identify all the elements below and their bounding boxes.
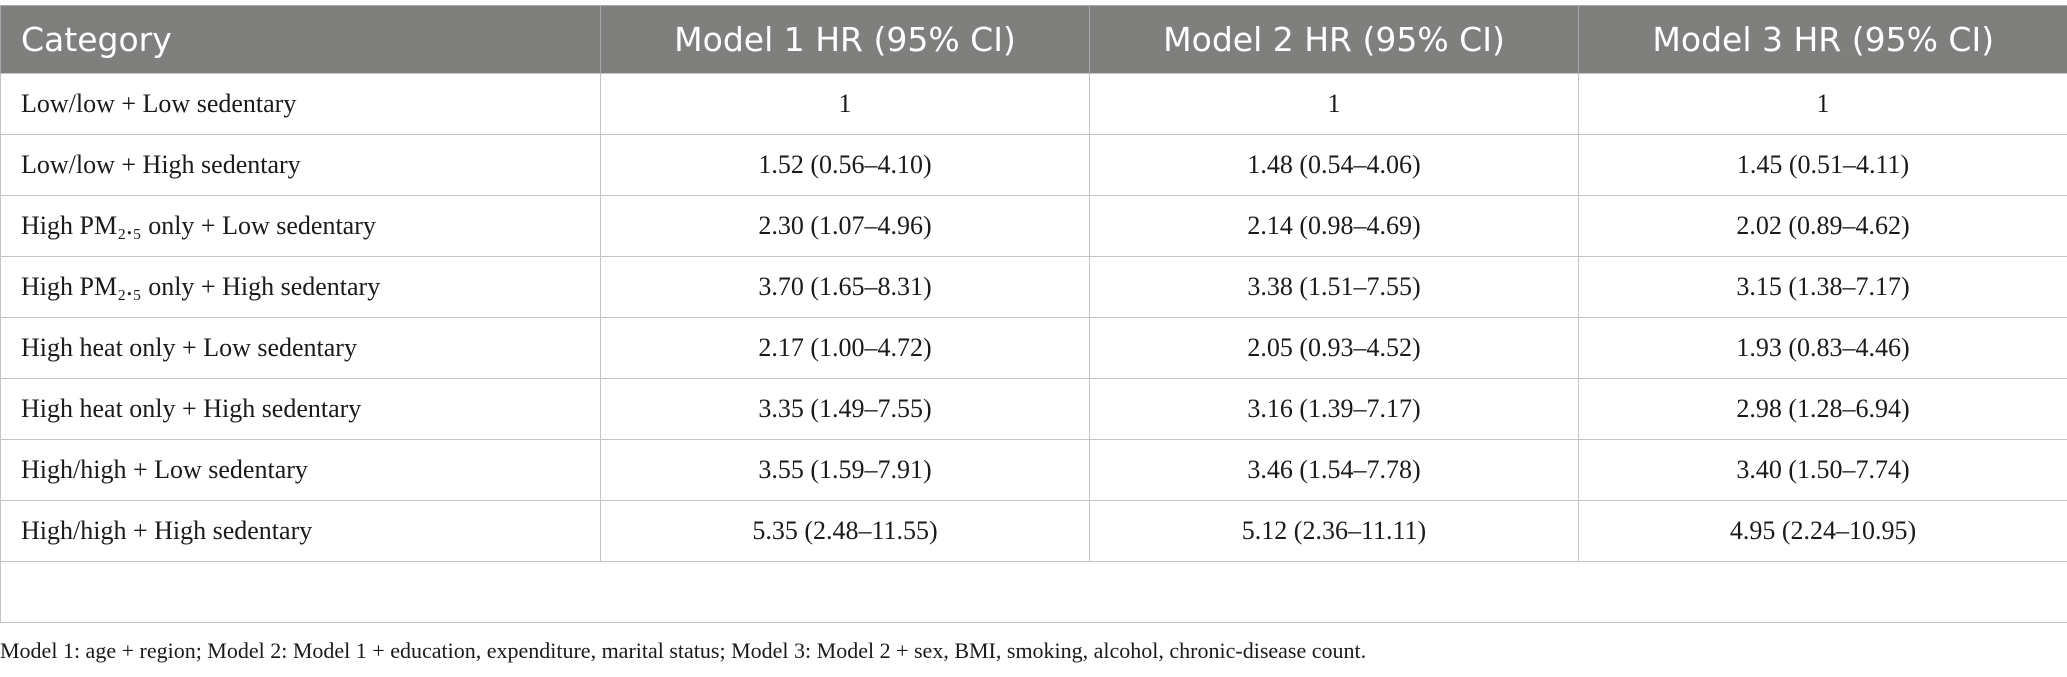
empty-table-row bbox=[0, 561, 2067, 623]
table-footnote: Model 1: age + region; Model 2: Model 1 … bbox=[0, 638, 1367, 663]
table-row: High PM₂.₅ only + High sedentary 3.70 (1… bbox=[0, 256, 2067, 318]
model-1-cell: 5.35 (2.48–11.55) bbox=[600, 500, 1090, 562]
table-row: High/high + Low sedentary 3.55 (1.59–7.9… bbox=[0, 439, 2067, 501]
model-1-cell: 3.70 (1.65–8.31) bbox=[600, 256, 1090, 318]
model-1-cell: 3.35 (1.49–7.55) bbox=[600, 378, 1090, 440]
model-3-cell: 1.45 (0.51–4.11) bbox=[1578, 134, 2067, 196]
model-3-cell: 3.15 (1.38–7.17) bbox=[1578, 256, 2067, 318]
header-model-1: Model 1 HR (95% CI) bbox=[600, 5, 1090, 74]
model-1-cell: 2.17 (1.00–4.72) bbox=[600, 317, 1090, 379]
model-2-cell: 2.14 (0.98–4.69) bbox=[1089, 195, 1579, 257]
table-row: Low/low + High sedentary 1.52 (0.56–4.10… bbox=[0, 134, 2067, 196]
table-row: High heat only + High sedentary 3.35 (1.… bbox=[0, 378, 2067, 440]
model-2-cell: 5.12 (2.36–11.11) bbox=[1089, 500, 1579, 562]
header-model-3: Model 3 HR (95% CI) bbox=[1578, 5, 2067, 74]
model-1-cell: 3.55 (1.59–7.91) bbox=[600, 439, 1090, 501]
table-row: High heat only + Low sedentary 2.17 (1.0… bbox=[0, 317, 2067, 379]
table-body: Low/low + Low sedentary 1 1 1 Low/low + … bbox=[0, 73, 2067, 623]
hazard-ratio-table: Category Model 1 HR (95% CI) Model 2 HR … bbox=[0, 5, 2067, 623]
table-header: Category Model 1 HR (95% CI) Model 2 HR … bbox=[0, 5, 2067, 74]
model-3-cell: 2.02 (0.89–4.62) bbox=[1578, 195, 2067, 257]
model-1-cell: 1.52 (0.56–4.10) bbox=[600, 134, 1090, 196]
model-1-cell: 1 bbox=[600, 73, 1090, 135]
model-2-cell: 3.46 (1.54–7.78) bbox=[1089, 439, 1579, 501]
model-1-cell: 2.30 (1.07–4.96) bbox=[600, 195, 1090, 257]
model-2-cell: 1.48 (0.54–4.06) bbox=[1089, 134, 1579, 196]
category-cell: High heat only + High sedentary bbox=[0, 378, 601, 440]
model-3-cell: 4.95 (2.24–10.95) bbox=[1578, 500, 2067, 562]
table-row: Low/low + Low sedentary 1 1 1 bbox=[0, 73, 2067, 135]
table-row: High/high + High sedentary 5.35 (2.48–11… bbox=[0, 500, 2067, 562]
category-cell: Low/low + Low sedentary bbox=[0, 73, 601, 135]
model-3-cell: 3.40 (1.50–7.74) bbox=[1578, 439, 2067, 501]
model-2-cell: 3.16 (1.39–7.17) bbox=[1089, 378, 1579, 440]
category-cell: High PM₂.₅ only + High sedentary bbox=[0, 256, 601, 318]
category-cell: High/high + Low sedentary bbox=[0, 439, 601, 501]
hazard-ratio-table-container: Category Model 1 HR (95% CI) Model 2 HR … bbox=[0, 5, 2067, 623]
header-model-2: Model 2 HR (95% CI) bbox=[1089, 5, 1579, 74]
category-cell: High/high + High sedentary bbox=[0, 500, 601, 562]
model-3-cell: 2.98 (1.28–6.94) bbox=[1578, 378, 2067, 440]
category-cell: High PM₂.₅ only + Low sedentary bbox=[0, 195, 601, 257]
table-row: High PM₂.₅ only + Low sedentary 2.30 (1.… bbox=[0, 195, 2067, 257]
model-2-cell: 1 bbox=[1089, 73, 1579, 135]
header-row: Category Model 1 HR (95% CI) Model 2 HR … bbox=[0, 5, 2067, 74]
category-cell: Low/low + High sedentary bbox=[0, 134, 601, 196]
header-category: Category bbox=[0, 5, 601, 74]
model-3-cell: 1 bbox=[1578, 73, 2067, 135]
empty-cell bbox=[0, 561, 2067, 623]
model-2-cell: 3.38 (1.51–7.55) bbox=[1089, 256, 1579, 318]
model-3-cell: 1.93 (0.83–4.46) bbox=[1578, 317, 2067, 379]
model-2-cell: 2.05 (0.93–4.52) bbox=[1089, 317, 1579, 379]
category-cell: High heat only + Low sedentary bbox=[0, 317, 601, 379]
